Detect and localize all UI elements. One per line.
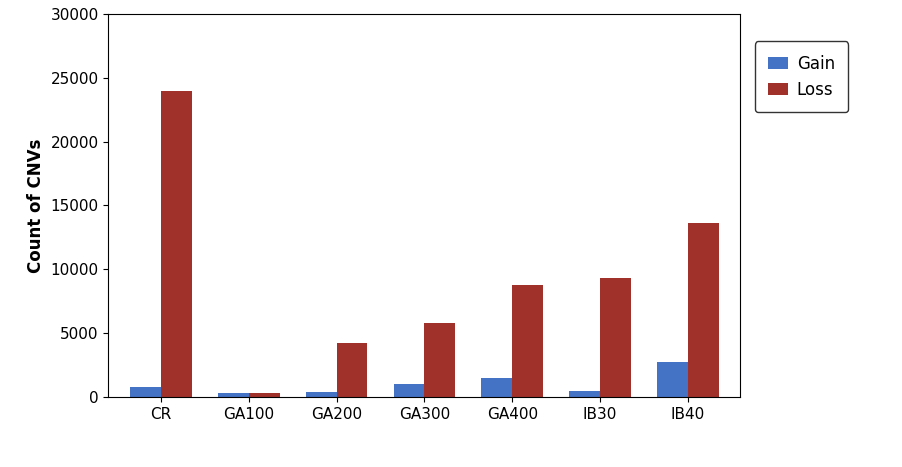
Legend: Gain, Loss: Gain, Loss (754, 42, 847, 113)
Bar (393, 384, 424, 397)
Bar (218, 393, 249, 397)
Bar (424, 323, 455, 397)
Bar (249, 393, 280, 397)
Bar (130, 387, 161, 397)
Bar (568, 390, 599, 397)
Bar (336, 343, 367, 397)
Bar (161, 91, 191, 397)
Bar (657, 362, 687, 397)
Bar (687, 223, 718, 397)
Bar (511, 284, 542, 397)
Bar (481, 378, 511, 397)
Y-axis label: Count of CNVs: Count of CNVs (27, 138, 45, 273)
Bar (599, 278, 630, 397)
Bar (306, 392, 336, 397)
